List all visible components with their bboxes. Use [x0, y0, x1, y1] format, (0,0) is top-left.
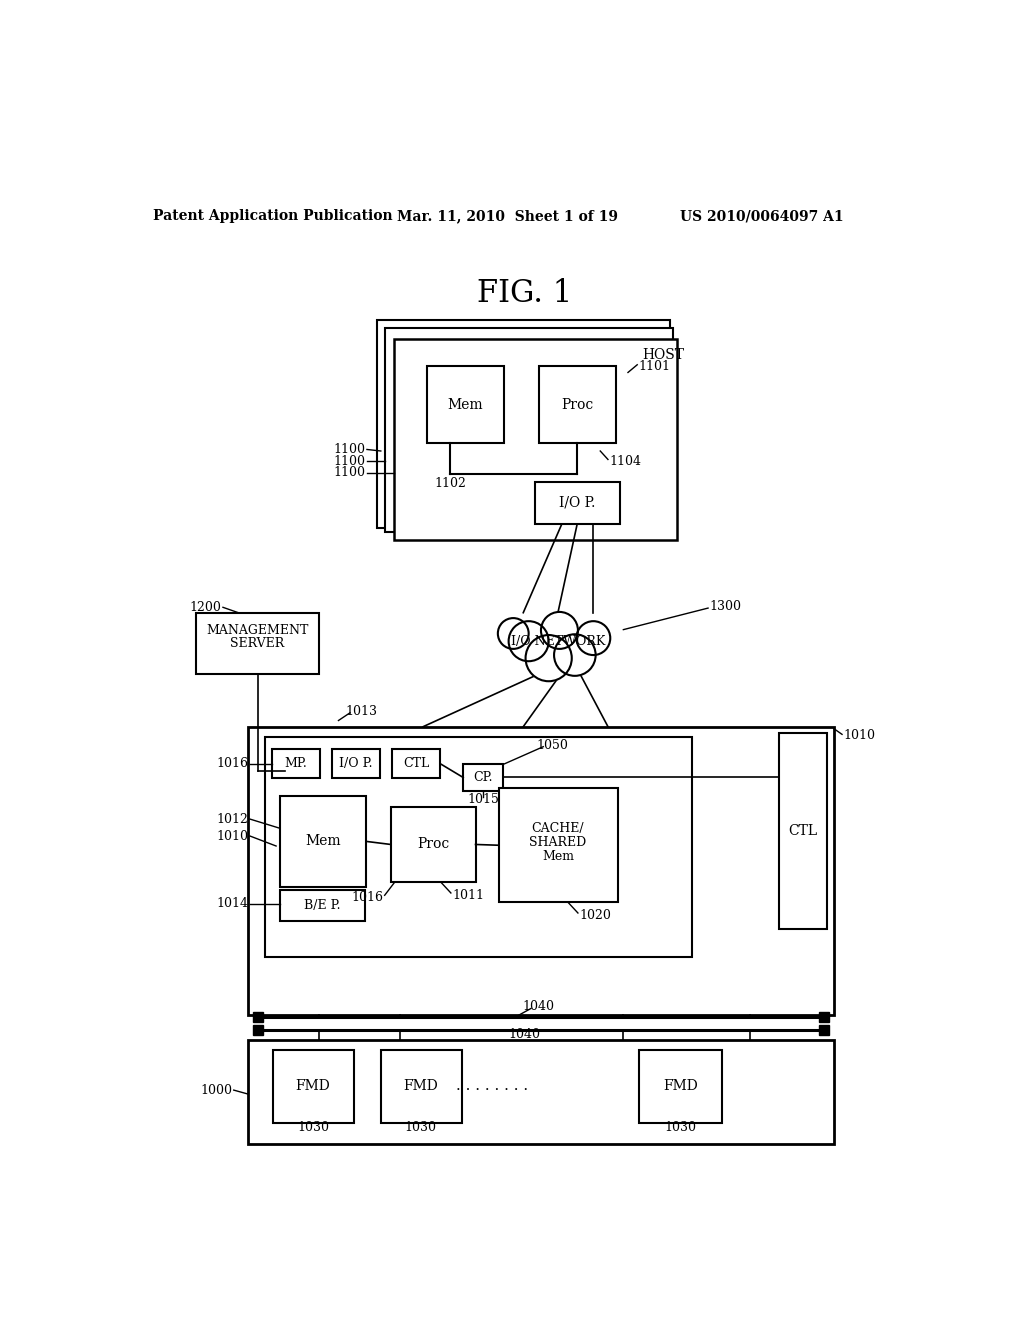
Text: 1030: 1030 — [404, 1121, 437, 1134]
Text: CTL: CTL — [788, 824, 817, 838]
Bar — [819, 1024, 829, 1035]
Bar — [333, 748, 380, 779]
Bar — [392, 748, 440, 779]
Bar — [248, 1040, 835, 1144]
Bar — [394, 339, 677, 540]
Text: 1300: 1300 — [710, 601, 741, 612]
Bar — [427, 367, 504, 444]
Text: 1000: 1000 — [201, 1084, 232, 1097]
Text: 1102: 1102 — [434, 477, 466, 490]
Bar — [253, 1024, 263, 1035]
Circle shape — [498, 618, 528, 649]
Circle shape — [509, 622, 549, 661]
Text: . . . . . . . .: . . . . . . . . — [457, 1080, 528, 1093]
Text: 1010: 1010 — [844, 730, 876, 742]
Text: MP.: MP. — [285, 758, 307, 770]
Text: B/E P.: B/E P. — [304, 899, 341, 912]
Text: 1030: 1030 — [297, 1121, 329, 1134]
Bar — [391, 807, 475, 882]
Text: 1100: 1100 — [334, 454, 366, 467]
Text: FIG. 1: FIG. 1 — [477, 277, 572, 309]
Text: 1040: 1040 — [522, 1001, 555, 1014]
Text: 1100: 1100 — [334, 466, 366, 479]
Bar — [253, 1011, 263, 1022]
Text: 1200: 1200 — [189, 601, 221, 614]
Bar — [463, 764, 503, 791]
Circle shape — [554, 635, 596, 676]
Text: FMD: FMD — [296, 1080, 331, 1093]
Text: Mem: Mem — [305, 834, 341, 849]
Text: Proc: Proc — [561, 397, 593, 412]
Text: 1015: 1015 — [467, 793, 499, 807]
Text: Mar. 11, 2010  Sheet 1 of 19: Mar. 11, 2010 Sheet 1 of 19 — [397, 209, 618, 223]
Text: SERVER: SERVER — [230, 638, 285, 649]
Bar — [264, 738, 692, 957]
Text: CACHE/: CACHE/ — [531, 822, 585, 834]
Circle shape — [577, 622, 610, 655]
Text: Patent Application Publication: Patent Application Publication — [154, 209, 393, 223]
Text: 1104: 1104 — [609, 454, 641, 467]
Text: 1100: 1100 — [334, 444, 366, 455]
Bar — [639, 1051, 722, 1123]
Bar — [196, 612, 319, 675]
Bar — [819, 1011, 829, 1022]
Circle shape — [525, 635, 571, 681]
Text: FMD: FMD — [403, 1080, 438, 1093]
Text: 1012: 1012 — [216, 813, 249, 825]
Text: I/O P.: I/O P. — [339, 758, 373, 770]
Bar — [535, 482, 620, 524]
Text: 1016: 1016 — [351, 891, 383, 904]
Circle shape — [541, 612, 578, 649]
Text: US 2010/0064097 A1: US 2010/0064097 A1 — [680, 209, 844, 223]
Text: 1050: 1050 — [537, 739, 568, 751]
Text: 1014: 1014 — [216, 898, 249, 911]
Bar — [377, 321, 670, 528]
Bar — [499, 788, 617, 903]
Bar — [385, 327, 674, 532]
Text: CP.: CP. — [473, 771, 493, 784]
Bar — [273, 1051, 354, 1123]
Text: CTL: CTL — [403, 758, 429, 770]
Text: I/O NETWORK: I/O NETWORK — [511, 635, 605, 648]
Text: FMD: FMD — [663, 1080, 697, 1093]
Text: 1040: 1040 — [509, 1028, 541, 1041]
Bar — [248, 726, 835, 1015]
Text: 1011: 1011 — [453, 888, 484, 902]
Text: Mem: Mem — [542, 850, 573, 862]
Text: MANAGEMENT: MANAGEMENT — [207, 624, 309, 638]
Bar — [280, 796, 367, 887]
Text: Mem: Mem — [447, 397, 483, 412]
Text: I/O P.: I/O P. — [559, 495, 595, 510]
Text: 1101: 1101 — [639, 360, 671, 372]
Text: 1010: 1010 — [216, 829, 249, 842]
Text: SHARED: SHARED — [529, 836, 587, 849]
Text: 1020: 1020 — [580, 908, 611, 921]
Bar — [779, 733, 826, 929]
Bar — [539, 367, 615, 444]
Bar — [280, 890, 365, 921]
Text: HOST: HOST — [643, 347, 685, 362]
Text: Proc: Proc — [417, 837, 450, 851]
Text: 1016: 1016 — [216, 758, 249, 770]
Text: 1013: 1013 — [345, 705, 378, 718]
Text: 1030: 1030 — [665, 1121, 696, 1134]
Bar — [272, 748, 319, 779]
Bar — [381, 1051, 462, 1123]
